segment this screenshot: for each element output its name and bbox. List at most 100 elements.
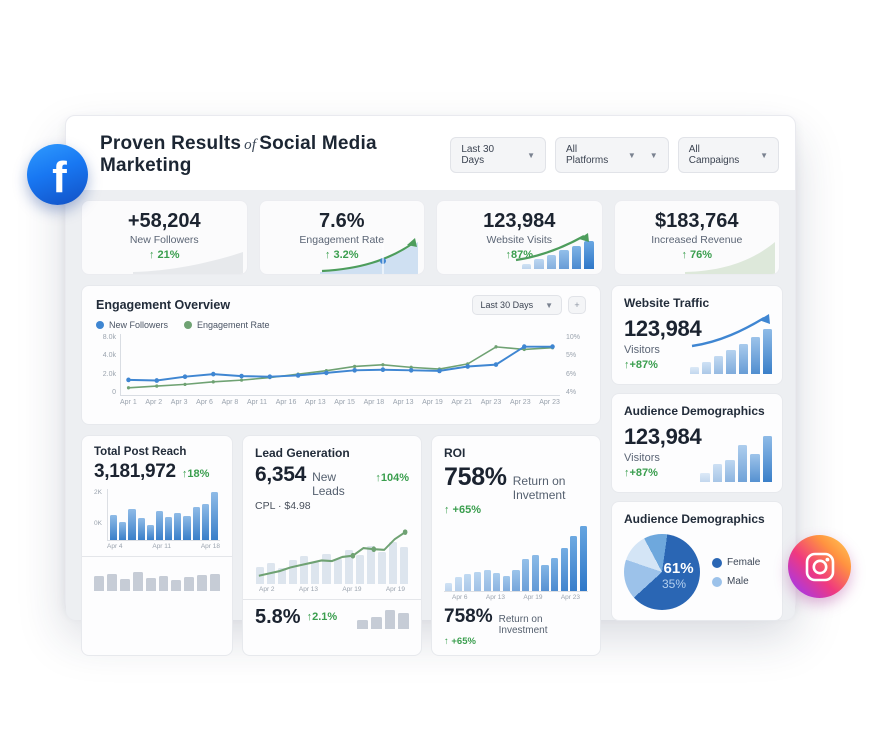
chevron-down-icon: ▼	[627, 150, 636, 160]
metric-value: 3,181,972	[94, 461, 176, 482]
pie-legend: Female Male	[712, 557, 760, 587]
title-of: of	[244, 137, 257, 153]
bar	[551, 557, 559, 591]
bar	[750, 454, 760, 482]
bar	[400, 547, 409, 584]
bar	[502, 575, 510, 591]
bar	[559, 250, 569, 269]
bar	[398, 612, 409, 629]
axis-label: Apr 6	[452, 594, 468, 601]
panel-title: Audience Demographics	[624, 404, 765, 418]
metric-delta: ↑18%	[181, 468, 210, 480]
bar	[355, 554, 364, 584]
legend-dot-icon	[96, 321, 104, 329]
demographics-bars	[700, 426, 772, 482]
secondary-gray-bars	[357, 605, 409, 629]
bar	[333, 558, 342, 584]
metric-delta: ↑104%	[375, 472, 409, 484]
bar	[726, 350, 736, 374]
legend-new-followers: New Followers	[96, 320, 168, 330]
traffic-bars	[690, 322, 772, 374]
bar	[344, 549, 353, 584]
axis-label: 10%	[566, 334, 581, 341]
kpi-delta: ↑ 3.2%	[324, 249, 359, 261]
legend-male: Male	[712, 576, 760, 587]
axis-label: Apr 13	[485, 594, 506, 601]
bar	[521, 263, 531, 269]
axis-label: Apr 19	[385, 586, 405, 593]
total-post-reach-panel: Total Post Reach 3,181,972 ↑18% 2K 0K Apr…	[81, 435, 233, 656]
bar	[700, 473, 710, 482]
chevron-down-icon: ▼	[545, 300, 553, 310]
page-title: Proven Results of Social Media Marketing	[100, 133, 450, 177]
axis-label: Apr 13	[305, 399, 326, 406]
bar	[357, 619, 368, 629]
dashboard-window: Proven Results of Social Media Marketing L…	[65, 115, 796, 656]
gray-area-sparkline-icon	[132, 252, 243, 274]
panel-title: Engagement Overview	[96, 298, 231, 312]
bar	[522, 559, 530, 591]
campaigns-dropdown[interactable]: All Campaigns ▼	[677, 137, 779, 173]
post-reach-bars	[107, 489, 220, 541]
bar	[145, 577, 156, 591]
bar	[322, 553, 331, 584]
facebook-letter: f	[52, 152, 67, 202]
y-axis: 2K 0K	[94, 489, 107, 541]
bar	[714, 356, 724, 374]
metric-delta: ↑+87%	[624, 359, 658, 371]
title-rest: Social Media Marketing	[100, 133, 377, 176]
bar	[171, 580, 182, 591]
bar	[454, 577, 462, 591]
kpi-label: Engagement Rate	[299, 234, 385, 246]
axis-label: Apr 2	[145, 399, 163, 406]
engagement-date-dropdown[interactable]: Last 30 Days ▼	[471, 295, 562, 315]
kpi-value: $183,764	[655, 210, 739, 232]
metric-label: Visitors	[624, 452, 660, 464]
metric-label: Visitors	[624, 344, 660, 356]
bar	[541, 564, 549, 591]
bar	[388, 541, 398, 584]
bar	[579, 526, 588, 591]
date-range-dropdown[interactable]: Last 30 Days ▼	[450, 137, 546, 173]
facebook-logo-icon: f	[27, 144, 88, 205]
bar	[94, 576, 104, 591]
pie-label-secondary: 35%	[662, 576, 687, 591]
kpi-value: 7.6%	[318, 210, 365, 232]
metric-unit: Return on Invetment	[512, 474, 566, 502]
bar	[560, 548, 568, 591]
platforms-dropdown[interactable]: All Platforms ▼ ▼	[554, 137, 669, 173]
axis-label: Apr 1	[120, 399, 137, 406]
bar	[483, 570, 491, 591]
metric-value: 758%	[444, 463, 507, 491]
bar	[762, 436, 772, 482]
engagement-date-label: Last 30 Days	[480, 300, 534, 310]
title-main: Proven Results	[100, 133, 242, 154]
roi-bars	[444, 522, 588, 592]
bar	[137, 517, 145, 540]
audience-demographics-pie-panel: Audience Demographics 61% 35% Female	[611, 501, 783, 621]
secondary-value: 758%	[444, 606, 493, 627]
lead-gen-chart	[255, 518, 409, 584]
bar	[210, 574, 221, 591]
audience-demographics-bars-panel: Audience Demographics 123,984 Visitors ↑…	[611, 393, 783, 493]
axis-label: Apr 11	[246, 399, 268, 406]
bar	[445, 582, 453, 591]
metric-delta: ↑+87%	[624, 467, 658, 479]
chart-legend: New Followers Engagement Rate	[96, 320, 586, 330]
axis-label: Apr 2	[259, 586, 275, 593]
axis-label: Apr 13	[298, 586, 319, 593]
bar	[300, 556, 309, 584]
metric-value: 123,984	[624, 316, 702, 341]
axis-label: Apr 19	[422, 399, 443, 406]
legend-label: Female	[727, 557, 761, 568]
legend-label: New Followers	[109, 320, 169, 330]
engagement-plot	[120, 334, 560, 396]
secondary-value: 5.8%	[255, 605, 301, 628]
axis-label: Apr 23	[480, 399, 502, 406]
dashboard-header: Proven Results of Social Media Marketing L…	[66, 116, 795, 190]
axis-label: 0K	[94, 520, 102, 527]
axis-label: 6%	[566, 370, 577, 378]
engagement-more-button[interactable]: +	[568, 296, 586, 314]
axis-label: Apr 16	[275, 399, 297, 406]
